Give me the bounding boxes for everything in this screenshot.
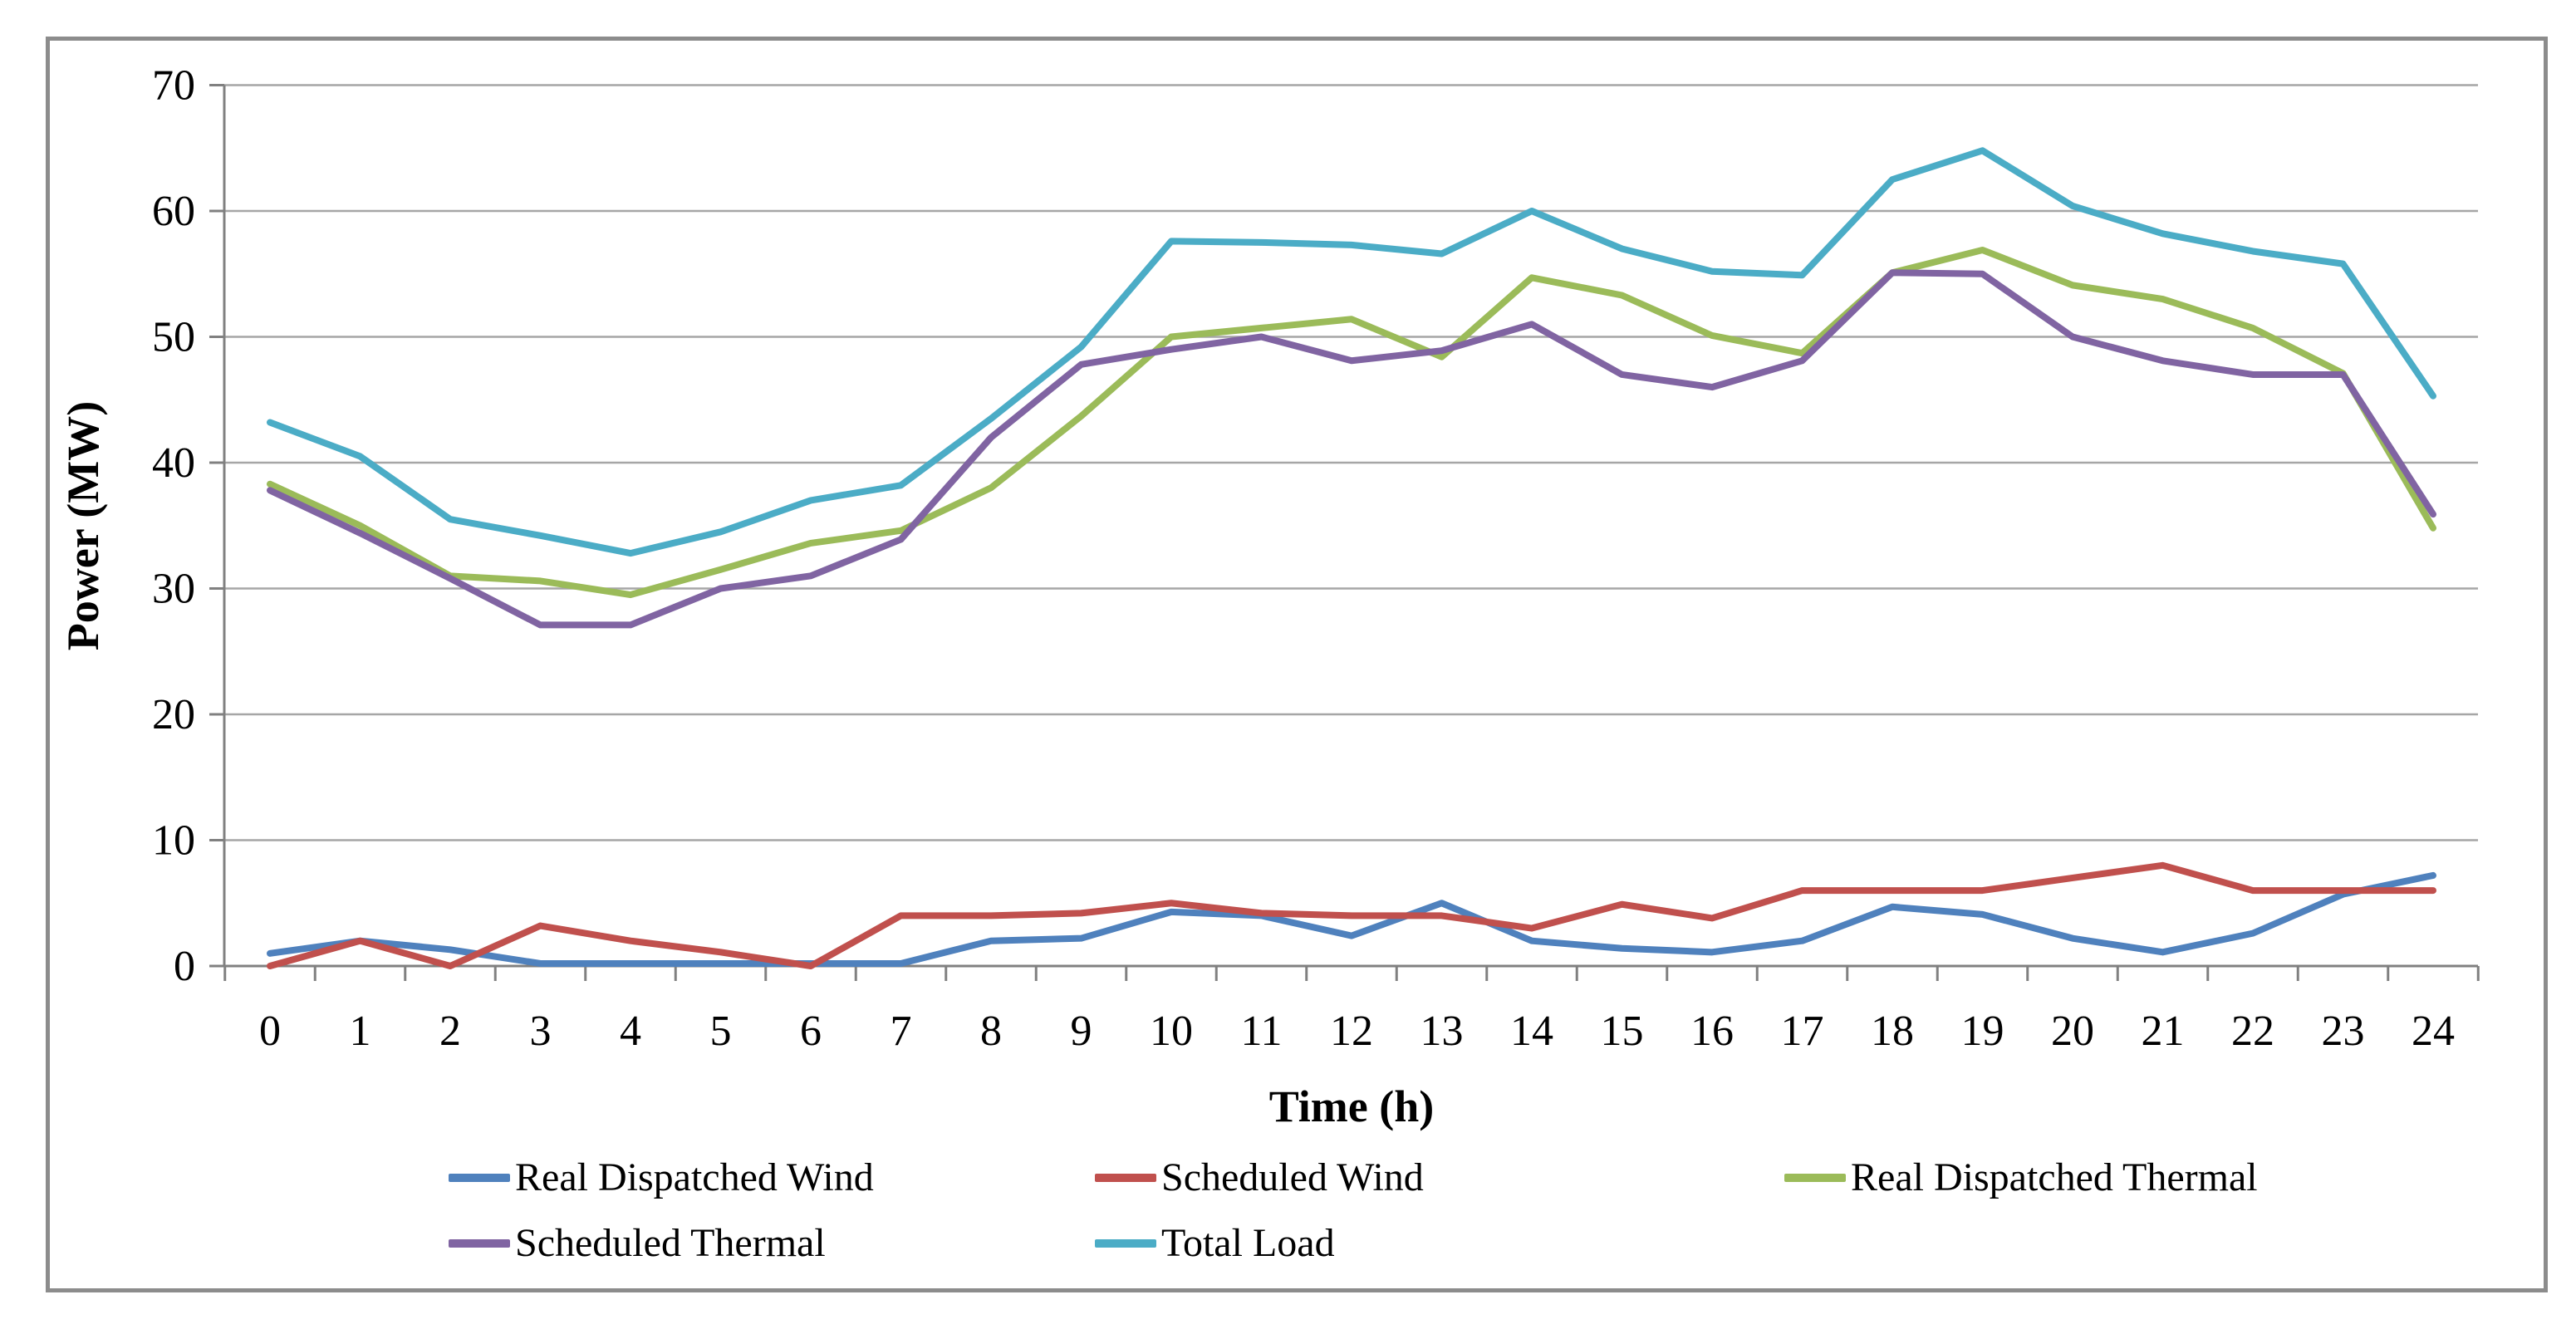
x-tick-label: 15 (1601, 1008, 1644, 1055)
y-tick-label: 10 (152, 817, 195, 865)
figure-border (46, 37, 2548, 1292)
x-tick-label: 0 (259, 1008, 281, 1055)
series-line-total-load (267, 147, 2436, 557)
x-tick-label: 11 (1240, 1008, 1282, 1055)
series-line-scheduled-thermal (267, 269, 2436, 629)
y-tick-label: 0 (174, 943, 195, 990)
x-tick-label: 7 (891, 1008, 912, 1055)
x-tick-label: 14 (1510, 1008, 1553, 1055)
x-tick-label: 21 (2142, 1008, 2185, 1055)
y-tick-label: 70 (152, 62, 195, 110)
x-tick-label: 3 (530, 1008, 552, 1055)
y-tick-label: 30 (152, 566, 195, 613)
x-tick-label: 22 (2231, 1008, 2274, 1055)
x-tick-label: 12 (1330, 1008, 1373, 1055)
x-tick-label: 20 (2051, 1008, 2094, 1055)
y-tick-label: 40 (152, 439, 195, 487)
x-tick-label: 5 (710, 1008, 732, 1055)
y-tick-label: 20 (152, 691, 195, 738)
x-tick-label: 13 (1420, 1008, 1464, 1055)
series-line-real-dispatched-thermal (267, 246, 2436, 599)
x-tick-label: 16 (1690, 1008, 1734, 1055)
y-axis-title: Power (MW) (58, 400, 108, 651)
x-tick-label: 19 (1961, 1008, 2004, 1055)
x-tick-label: 10 (1150, 1008, 1193, 1055)
x-tick-label: 17 (1781, 1008, 1824, 1055)
x-tick-label: 6 (800, 1008, 822, 1055)
x-tick-label: 8 (980, 1008, 1002, 1055)
x-tick-label: 24 (2412, 1008, 2455, 1055)
x-tick-label: 9 (1071, 1008, 1092, 1055)
x-tick-label: 4 (620, 1008, 641, 1055)
y-tick-label: 50 (152, 314, 195, 361)
series-line-scheduled-wind (267, 861, 2436, 969)
x-tick-label: 2 (439, 1008, 461, 1055)
x-tick-label: 18 (1871, 1008, 1914, 1055)
series-line-real-dispatched-wind (267, 871, 2436, 967)
y-tick-label: 60 (152, 188, 195, 235)
x-axis-title: Time (h) (1268, 1081, 1435, 1131)
x-tick-label: 23 (2322, 1008, 2365, 1055)
x-tick-label: 1 (350, 1008, 371, 1055)
